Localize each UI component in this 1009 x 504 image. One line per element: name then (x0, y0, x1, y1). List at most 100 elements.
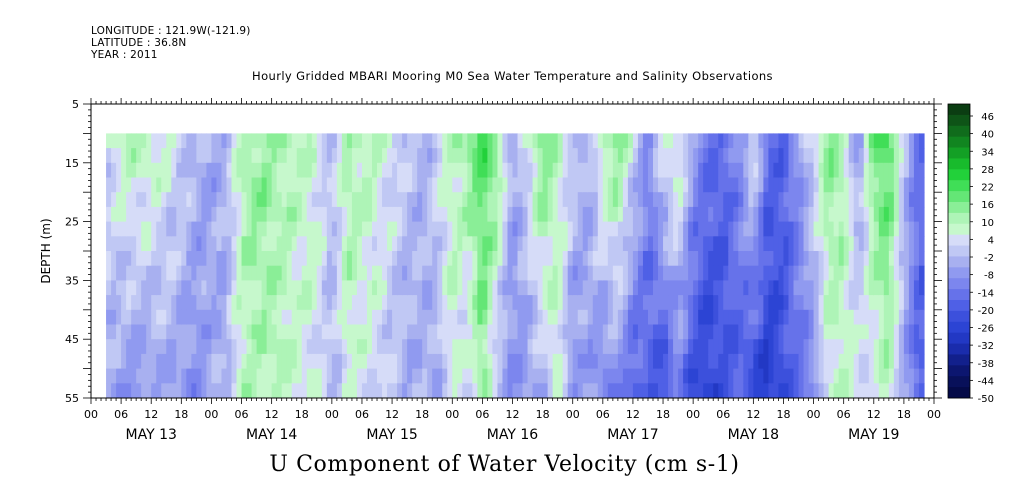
heatmap-cell (582, 221, 589, 237)
heatmap-cell (758, 236, 764, 252)
heatmap-cell (246, 339, 253, 355)
heatmap-cell (688, 383, 694, 398)
heatmap-cell (768, 236, 775, 252)
heatmap-cell (281, 280, 288, 296)
heatmap-cell (818, 162, 825, 179)
heatmap-cell (372, 309, 378, 326)
heatmap-cell (166, 162, 172, 179)
heatmap-cell (201, 295, 208, 311)
heatmap-cell (572, 339, 579, 355)
heatmap-cell (898, 133, 905, 149)
heatmap-cell (121, 265, 127, 281)
heatmap-cell (191, 353, 197, 370)
heatmap-cell (111, 177, 117, 193)
heatmap-cell (256, 192, 263, 208)
heatmap-cell (366, 353, 373, 370)
heatmap-cell (346, 236, 353, 252)
heatmap-cell (607, 148, 614, 164)
heatmap-cell (753, 295, 759, 311)
heatmap-cell (201, 339, 208, 355)
heatmap-cell (186, 162, 192, 179)
heatmap-cell (808, 324, 815, 340)
heatmap-cell (868, 251, 875, 267)
heatmap-cell (166, 221, 172, 237)
heatmap-cell (427, 192, 433, 208)
heatmap-cell (527, 324, 534, 340)
heatmap-cell (336, 295, 343, 311)
heatmap-cell (111, 383, 117, 398)
heatmap-cell (316, 309, 323, 326)
heatmap-cell (397, 339, 403, 355)
heatmap-cell (683, 324, 689, 340)
heatmap-cell (838, 192, 845, 208)
heatmap-cell (863, 236, 870, 252)
heatmap-cell (326, 251, 333, 267)
heatmap-cell (477, 177, 483, 193)
heatmap-cell (522, 383, 529, 398)
heatmap-cell (346, 353, 353, 370)
heatmap-cell (642, 383, 649, 398)
heatmap-cell (457, 280, 463, 296)
heatmap-cell (427, 236, 433, 252)
heatmap-cell (487, 339, 494, 355)
heatmap-cell (642, 206, 649, 223)
heatmap-cell (412, 309, 418, 326)
heatmap-cell (647, 162, 654, 179)
heatmap-cell (321, 177, 328, 193)
heatmap-cell (366, 221, 373, 237)
heatmap-cell (808, 368, 815, 384)
heatmap-cell (356, 221, 363, 237)
heatmap-cell (246, 280, 253, 296)
heatmap-cell (437, 295, 443, 311)
heatmap-cell (582, 353, 589, 370)
heatmap-cell (361, 206, 368, 223)
heatmap-cell (612, 177, 619, 193)
colorbar-label: 4 (988, 235, 994, 246)
heatmap-cell (497, 251, 504, 267)
heatmap-cell (668, 162, 674, 179)
heatmap-cell (422, 251, 428, 267)
heatmap-cell (206, 221, 213, 237)
heatmap-cell (462, 206, 468, 223)
heatmap-cell (743, 206, 749, 223)
heatmap-cell (321, 162, 328, 179)
heatmap-cell (151, 265, 157, 281)
heatmap-cell (392, 133, 398, 149)
colorbar-swatch (948, 223, 970, 236)
heatmap-cell (497, 221, 504, 237)
heatmap-cell (627, 353, 634, 370)
heatmap-cell (903, 251, 910, 267)
heatmap-cell (492, 148, 499, 164)
heatmap-cell (497, 339, 504, 355)
heatmap-cell (156, 339, 162, 355)
heatmap-cell (251, 339, 258, 355)
heatmap-cell (713, 368, 719, 384)
heatmap-cell (823, 280, 830, 296)
heatmap-cell (407, 309, 413, 326)
heatmap-cell (447, 324, 453, 340)
heatmap-cell (602, 324, 609, 340)
heatmap-cell (296, 251, 303, 267)
heatmap-cell (833, 324, 840, 340)
heatmap-cell (823, 309, 830, 326)
colorbar-swatch (948, 365, 970, 377)
heatmap-cell (688, 295, 694, 311)
heatmap-cell (286, 368, 293, 384)
heatmap-cell (131, 206, 137, 223)
heatmap-cell (336, 339, 343, 355)
heatmap-cell (622, 177, 629, 193)
heatmap-cell (703, 339, 709, 355)
heatmap-cell (793, 133, 800, 149)
heatmap-cell (848, 192, 855, 208)
heatmap-cell (693, 324, 699, 340)
colorbar-swatch (948, 147, 970, 159)
colorbar-swatch (948, 376, 970, 388)
heatmap-cell (567, 383, 574, 398)
heatmap-cell (246, 383, 253, 398)
heatmap-cell (206, 192, 213, 208)
heatmap-cell (698, 280, 704, 296)
heatmap-cell (286, 236, 293, 252)
heatmap-cell (793, 162, 800, 179)
heatmap-cell (356, 162, 363, 179)
heatmap-cell (853, 383, 860, 398)
